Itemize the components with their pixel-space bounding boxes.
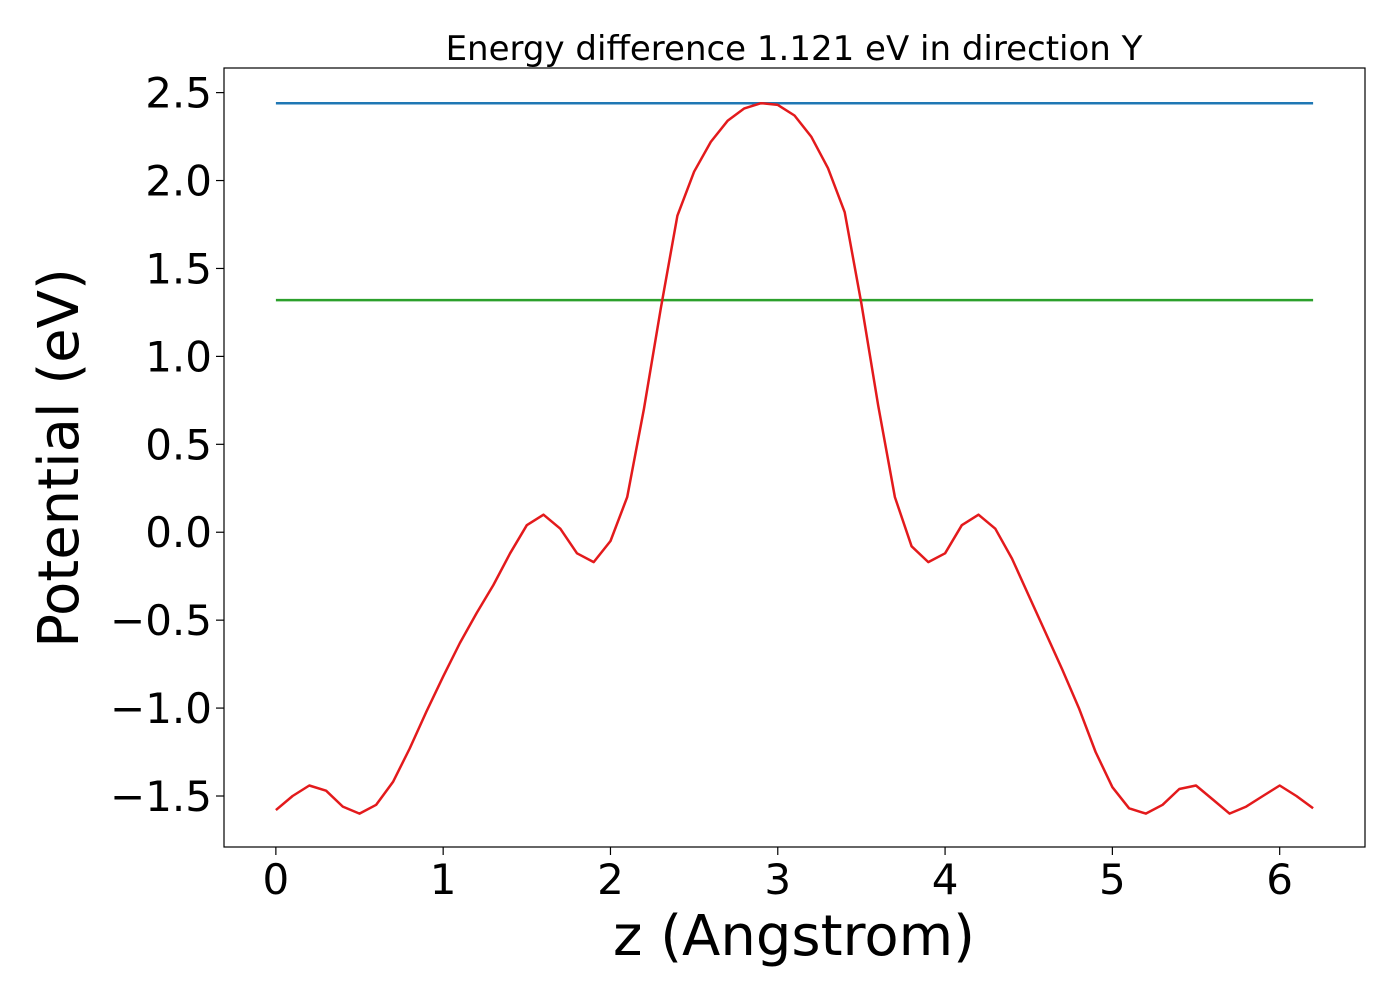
plot-area [275, 101, 1314, 815]
x-tick-label: 4 [932, 855, 959, 904]
y-tick-label: 0.5 [145, 420, 212, 469]
y-tick-label: 2.5 [145, 69, 212, 118]
plot-frame [223, 67, 1366, 848]
y-tick-label: 0.0 [145, 508, 212, 557]
x-tick-label: 3 [764, 855, 791, 904]
y-tick-label: 1.5 [145, 244, 212, 293]
x-tick-label: 0 [262, 855, 289, 904]
x-tick-label: 6 [1266, 855, 1293, 904]
potential-curve [275, 101, 1314, 815]
y-tick-label: −0.5 [110, 596, 212, 645]
chart-title: Energy difference 1.121 eV in direction … [446, 29, 1143, 69]
y-axis-label: Potential (eV) [27, 268, 92, 648]
x-tick-label: 2 [597, 855, 624, 904]
x-tick-label: 5 [1099, 855, 1126, 904]
y-tick-label: 2.0 [145, 157, 212, 206]
y-tick-label: 1.0 [145, 332, 212, 381]
x-axis-label: z (Angstrom) [613, 904, 975, 969]
y-tick-label: −1.5 [110, 772, 212, 821]
x-tick-label: 1 [430, 855, 457, 904]
y-axis: −1.5 −1.0 −0.5 0.0 0.5 1.0 1.5 2.0 2.5 [110, 69, 224, 821]
x-axis: 0 1 2 3 4 5 6 [262, 847, 1293, 904]
y-tick-label: −1.0 [110, 684, 212, 733]
